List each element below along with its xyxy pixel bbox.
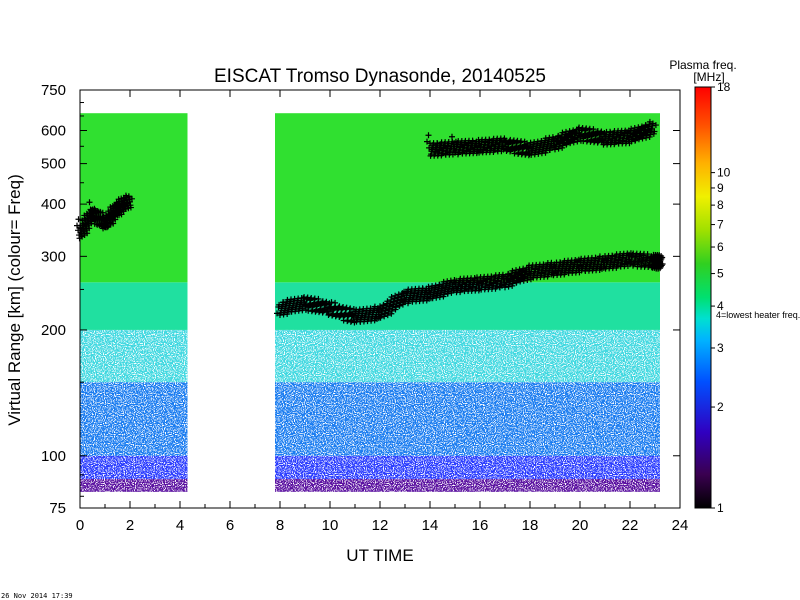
trace-marker: [388, 294, 395, 301]
trace-marker: [122, 192, 129, 199]
x-tick-label: 24: [672, 517, 689, 534]
colorbar-marker-label: 4=lowest heater freq.: [716, 310, 800, 320]
trace-marker: [632, 137, 639, 144]
noise-region: [275, 329, 660, 492]
trace-marker: [658, 252, 665, 259]
trace-marker: [635, 124, 642, 131]
colorbar-tick-label: 10: [717, 166, 731, 180]
trace-marker: [652, 122, 659, 129]
trace-marker: [563, 140, 570, 147]
x-tick-label: 6: [226, 517, 234, 534]
footer-timestamp: 26 Nov 2014 17:39: [1, 592, 73, 600]
colorbar-tick-label: 4: [717, 299, 724, 313]
colorbar-tick-label: 8: [717, 198, 724, 212]
trace-marker: [382, 307, 389, 314]
trace-marker: [656, 259, 663, 266]
colorbar-tick-label: 2: [717, 400, 724, 414]
trace-marker: [659, 260, 666, 267]
x-tick-label: 16: [472, 517, 489, 534]
x-tick-label: 14: [422, 517, 439, 534]
trace-marker: [655, 265, 662, 272]
trace-marker: [86, 199, 93, 206]
trace-marker: [651, 128, 658, 135]
y-axis: 75 100 200 300 400 500 600 750: [41, 82, 680, 517]
trace-marker: [340, 303, 347, 310]
trace-marker: [426, 295, 433, 302]
trace-marker: [516, 266, 523, 273]
trace-marker: [438, 287, 445, 294]
colorbar-title: Plasma freq.: [669, 58, 736, 72]
y-tick-label: 600: [41, 123, 66, 140]
colorbar-unit: [MHz]: [693, 70, 724, 84]
y-tick-label: 200: [41, 322, 66, 339]
trace-marker: [425, 132, 432, 139]
x-tick-label: 10: [322, 517, 339, 534]
x-tick-label: 12: [372, 517, 389, 534]
trace-marker: [569, 128, 576, 135]
trace-marker: [566, 128, 573, 135]
trace-marker: [344, 317, 351, 324]
y-tick-label: 75: [49, 500, 66, 517]
trace-marker: [429, 283, 436, 290]
trace-marker: [85, 216, 92, 223]
trace-marker: [125, 194, 132, 201]
x-axis: 0 2 4 6 8 10 12 14 16 18 20 22 24: [76, 90, 689, 534]
x-tick-label: 20: [572, 517, 589, 534]
y-tick-label: 750: [41, 82, 66, 99]
trace-marker: [653, 257, 660, 264]
y-tick-label: 500: [41, 156, 66, 173]
y-tick-label: 400: [41, 196, 66, 213]
trace-marker: [394, 294, 401, 301]
y-tick-label: 300: [41, 248, 66, 265]
trace-marker: [638, 125, 645, 132]
y-axis-label: Virtual Range [km] (colour= Freq): [5, 174, 24, 425]
colorbar-tick-label: 7: [717, 218, 724, 232]
trace-marker: [444, 290, 451, 297]
x-tick-label: 4: [176, 517, 184, 534]
colorbar-tick-label: 6: [717, 240, 724, 254]
trace-marker: [551, 136, 558, 143]
colorbar-tick-label: 1: [717, 501, 724, 515]
x-tick-label: 18: [522, 517, 539, 534]
trace-marker: [374, 316, 380, 323]
colorbar-tick-label: 3: [717, 341, 724, 355]
data-block: [80, 113, 188, 492]
trace-marker: [501, 273, 508, 280]
y-tick-label: 100: [41, 448, 66, 465]
x-tick-label: 22: [622, 517, 639, 534]
freq-band: [80, 282, 188, 330]
colorbar-tick-label: 18: [717, 80, 731, 94]
trace-marker: [513, 279, 520, 286]
freq-band: [80, 113, 188, 283]
colorbar: Plasma freq. [MHz] 1 2 3 4 5 6 7 8 910 18 4=lowes…: [669, 58, 800, 515]
x-tick-label: 8: [276, 517, 284, 534]
colorbar-scale: [694, 86, 712, 509]
noise-region: [80, 329, 188, 492]
colorbar-tick-label: 5: [717, 267, 724, 281]
trace-marker: [644, 127, 651, 134]
x-tick-label: 2: [126, 517, 134, 534]
trace-marker: [124, 200, 131, 207]
x-tick-label: 0: [76, 517, 84, 534]
colorbar-tick-label: 9: [717, 181, 724, 195]
trace-marker: [392, 304, 399, 311]
trace-marker: [626, 134, 633, 141]
trace-marker: [376, 306, 383, 313]
x-axis-label: UT TIME: [346, 546, 413, 565]
chart-title: EISCAT Tromso Dynasonde, 20140525: [214, 66, 546, 87]
plot-area: [74, 113, 666, 492]
trace-series: [424, 118, 659, 159]
trace-marker: [128, 195, 135, 202]
trace-series: [74, 192, 666, 326]
trace-marker: [111, 213, 118, 220]
trace-marker: [519, 267, 526, 274]
trace-marker: [449, 133, 455, 140]
trace-marker: [432, 284, 439, 291]
trace-marker: [127, 202, 134, 209]
trace-marker: [557, 138, 564, 145]
trace-marker: [507, 276, 514, 283]
